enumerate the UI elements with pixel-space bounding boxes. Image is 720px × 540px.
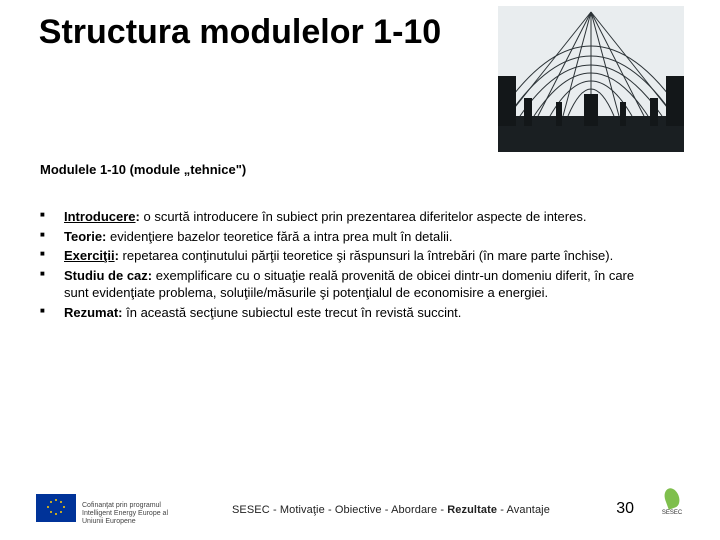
list-item: Introducere: o scurtă introducere în sub… [40,208,660,226]
breadcrumb-item: SESEC [232,504,270,516]
cofin-line: Cofinanţat prin programul [82,502,212,510]
list-item: Exerciţii: repetarea conţinutului părţii… [40,247,660,265]
sesec-logo-text: SESEC [644,510,700,516]
list-item: Teorie: evidenţiere bazelor teoretice fă… [40,228,660,246]
subheading: Modulele 1-10 (module „tehnice") [40,162,246,177]
breadcrumb-item: Motivaţie [280,504,325,516]
breadcrumb-item: Obiective [335,504,382,516]
breadcrumb-item: Avantaje [507,504,550,516]
footer: Cofinanţat prin programul Intelligent En… [0,480,720,526]
cofin-line: Uniunii Europene [82,518,212,526]
eu-flag-icon [36,494,76,522]
list-item: Studiu de caz: exemplificare cu o situaţ… [40,267,660,302]
breadcrumb-item: Abordare [391,504,437,516]
leaf-icon [662,486,682,510]
page-number: 30 [616,500,634,518]
breadcrumb: SESEC - Motivaţie - Obiective - Abordare… [232,504,550,516]
eu-stars [47,499,65,517]
slide: Structura modulelor 1-10 [0,0,720,540]
breadcrumb-item-active: Rezultate [447,504,497,516]
list-item: Rezumat: în această secţiune subiectul e… [40,304,660,322]
cofinanced-text: Cofinanţat prin programul Intelligent En… [82,502,212,526]
hero-image [498,6,684,152]
cofin-line: Intelligent Energy Europe al [82,510,212,518]
sesec-logo: SESEC [644,488,700,524]
slide-title: Structura modulelor 1-10 [0,14,480,51]
bullet-list: Introducere: o scurtă introducere în sub… [40,208,660,323]
